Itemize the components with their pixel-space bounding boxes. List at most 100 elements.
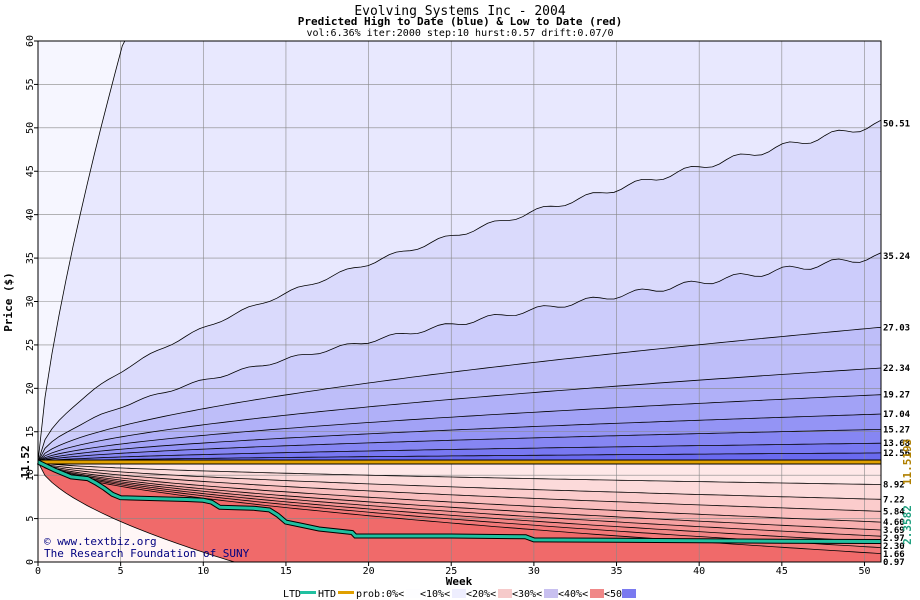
x-tick-label-45: 45 <box>776 566 788 577</box>
x-tick-label-15: 15 <box>280 566 292 577</box>
x-tick-label-10: 10 <box>197 566 209 577</box>
high-band-0 <box>38 41 881 462</box>
x-tick-label-0: 0 <box>35 566 41 577</box>
htd-end-value: 11.5193 <box>901 439 914 485</box>
end-label-2.30: 2.30 <box>883 542 905 552</box>
high-band-5 <box>38 394 881 462</box>
y-tick-label-25: 25 <box>25 339 36 351</box>
ltd-end-value: 2.3582 <box>901 505 914 545</box>
legend-htd-swatch <box>338 591 354 594</box>
end-label-22.34: 22.34 <box>883 364 911 374</box>
end-label-4.60: 4.60 <box>883 518 905 528</box>
credit-org: The Research Foundation of SUNY <box>44 547 250 560</box>
legend-ltd-swatch <box>300 591 316 594</box>
x-tick-label-40: 40 <box>693 566 705 577</box>
end-label-3.69: 3.69 <box>883 526 905 536</box>
low-band-8 <box>38 462 881 554</box>
y-tick-label-55: 55 <box>25 78 36 90</box>
y-tick-label-20: 20 <box>25 382 36 394</box>
x-axis-ticks: 0 5 10 15 20 25 30 35 40 45 50 <box>35 562 870 577</box>
htd-ltd-lines <box>36 459 882 544</box>
high-curve-6 <box>38 413 881 463</box>
credit-url: © www.textbiz.org <box>44 535 157 548</box>
y-tick-label-15: 15 <box>25 426 36 438</box>
y-tick-label-5: 5 <box>25 516 36 522</box>
end-label-5.84: 5.84 <box>883 507 905 517</box>
y-tick-label-60: 60 <box>25 35 36 47</box>
legend: LTD HTD prob:0%< <10%< <20%< <30%< <40%<… <box>283 589 636 600</box>
end-label-19.27: 19.27 <box>883 391 910 401</box>
low-curve-1 <box>38 461 881 500</box>
low-band-1 <box>38 462 881 500</box>
legend-p30: <30%< <box>512 589 542 600</box>
ltd-line <box>37 460 882 543</box>
legend-p50: <50% <box>604 589 628 600</box>
end-label-50.51: 50.51 <box>883 119 910 129</box>
end-label-13.68: 13.68 <box>883 439 910 449</box>
end-label-35.24: 35.24 <box>883 252 911 262</box>
end-label-7.22: 7.22 <box>883 495 905 505</box>
x-tick-label-5: 5 <box>118 566 124 577</box>
high-band-2 <box>38 252 881 462</box>
high-band-1 <box>38 120 881 462</box>
x-tick-label-35: 35 <box>611 566 623 577</box>
start-price-label: 11.52 <box>19 445 32 478</box>
low-curve-2 <box>38 461 881 512</box>
end-label-1.66: 1.66 <box>883 550 905 560</box>
x-axis-label: Week <box>446 575 473 588</box>
low-band-0 <box>38 462 881 485</box>
legend-swatch-20 <box>498 589 512 598</box>
low-curve-6 <box>38 461 881 543</box>
y-tick-label-10: 10 <box>25 469 36 481</box>
legend-swatch-30 <box>544 589 558 598</box>
low-curve-3 <box>38 461 881 523</box>
low-curve-0 <box>38 461 881 485</box>
end-label-2.97: 2.97 <box>883 534 905 544</box>
y-tick-label-40: 40 <box>25 209 36 221</box>
low-band-6 <box>38 462 881 542</box>
legend-ltd-label: LTD <box>283 589 301 600</box>
quantile-end-labels: 50.51 35.24 27.03 22.34 19.27 17.04 15.27 13.68… <box>883 119 911 568</box>
y-tick-label-30: 30 <box>25 295 36 307</box>
y-tick-label-50: 50 <box>25 122 36 134</box>
chart-title: Evolving Systems Inc - 2004 <box>354 4 565 19</box>
end-label-12.56: 12.56 <box>883 449 910 459</box>
low-band-9 <box>38 462 881 562</box>
end-label-17.04: 17.04 <box>883 410 911 420</box>
low-curve-9 <box>38 461 881 562</box>
high-curve-1 <box>38 119 881 463</box>
high-curve-2 <box>38 252 881 463</box>
y-tick-label-0: 0 <box>25 559 36 565</box>
legend-p40: <40%< <box>558 589 588 600</box>
high-curve-9 <box>38 452 881 463</box>
high-band-8 <box>38 443 881 462</box>
high-curve-5 <box>38 394 881 463</box>
chart-subtitle: Predicted High to Date (blue) & Low to D… <box>298 15 623 28</box>
high-curve-7 <box>38 429 881 463</box>
x-tick-label-30: 30 <box>528 566 540 577</box>
end-label-15.27: 15.27 <box>883 425 910 435</box>
high-curve-8 <box>38 442 881 463</box>
high-curve-4 <box>38 367 881 463</box>
low-band-5 <box>38 462 881 537</box>
high-curve-3 <box>38 326 881 463</box>
y-axis-ticks: 0 5 10 15 20 25 30 35 40 45 50 55 60 <box>25 35 38 565</box>
high-band-3 <box>38 327 881 462</box>
legend-swatch-10 <box>452 589 466 598</box>
legend-prob-label: prob:0%< <box>356 589 404 600</box>
end-label-0.97: 0.97 <box>883 558 905 568</box>
legend-swatch-40 <box>590 589 604 598</box>
quantile-bands <box>38 41 881 562</box>
legend-p10: <10%< <box>420 589 450 600</box>
low-curve-4 <box>38 461 881 531</box>
end-label-27.03: 27.03 <box>883 323 910 333</box>
end-label-8.92: 8.92 <box>883 481 905 491</box>
chart-params: vol:6.36% iter:2000 step:10 hurst:0.57 d… <box>306 28 613 39</box>
high-band-4 <box>38 368 881 462</box>
y-tick-label-35: 35 <box>25 252 36 264</box>
low-curve-8 <box>38 461 881 554</box>
legend-swatch-0 <box>406 589 420 598</box>
high-band-6 <box>38 414 881 462</box>
quantile-curves <box>38 41 881 562</box>
